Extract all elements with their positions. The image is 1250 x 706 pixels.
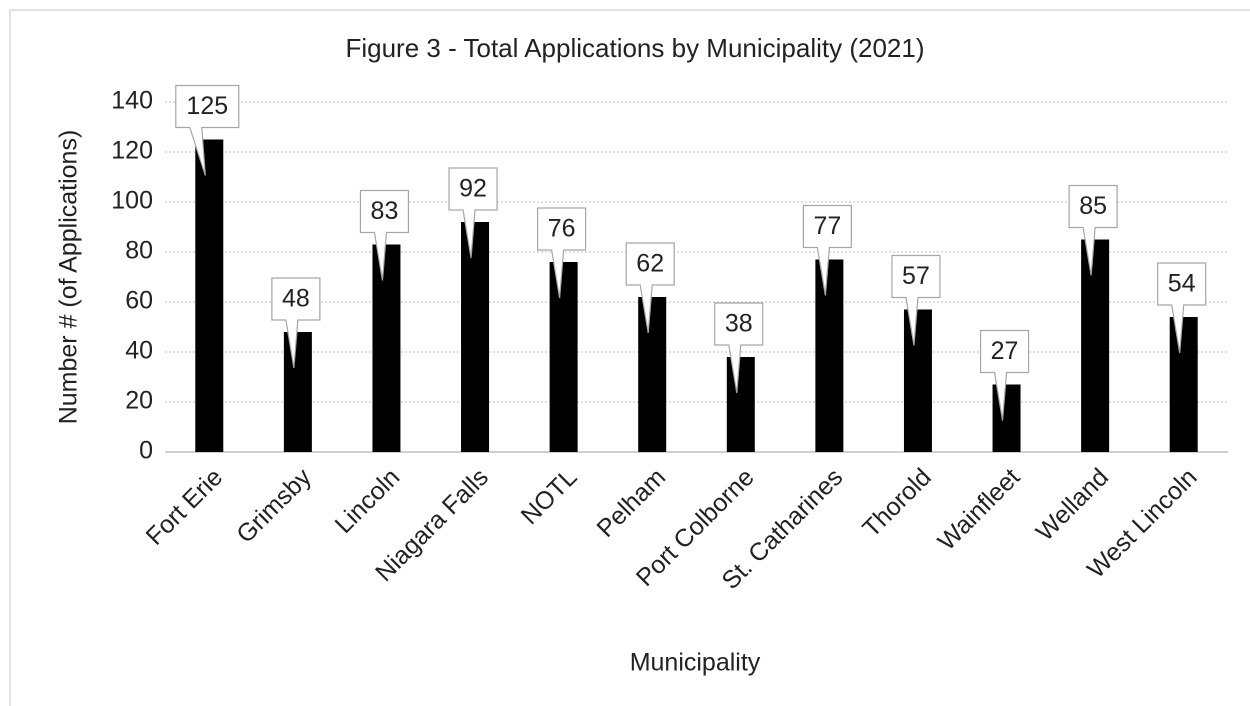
bar (549, 262, 578, 452)
bar (372, 244, 401, 452)
data-label-callout (802, 204, 852, 296)
y-tick-label: 100 (111, 187, 153, 215)
bar (283, 332, 312, 452)
data-label-callout (714, 302, 764, 394)
y-tick-label: 120 (111, 137, 153, 165)
bar (815, 259, 844, 452)
data-label-callout (271, 277, 321, 369)
bar (1169, 317, 1198, 452)
data-label: 92 (459, 175, 487, 203)
data-label-callout (979, 329, 1030, 421)
y-tick-label: 0 (139, 437, 153, 465)
bar (903, 309, 932, 452)
data-label: 27 (991, 337, 1019, 365)
data-label: 76 (548, 215, 576, 243)
data-label-callout (175, 84, 240, 176)
data-label: 85 (1079, 192, 1107, 220)
bar (195, 139, 224, 452)
chart-title: Figure 3 - Total Applications by Municip… (345, 33, 924, 63)
data-label-callout (448, 167, 498, 259)
data-label: 54 (1168, 270, 1196, 298)
data-label: 38 (725, 310, 753, 338)
bar (726, 357, 755, 452)
data-label-callout (1157, 262, 1207, 354)
data-label: 48 (282, 285, 310, 313)
data-label: 83 (371, 197, 399, 225)
y-tick-label: 20 (125, 387, 153, 415)
data-label: 62 (636, 250, 664, 278)
data-label-callout (891, 254, 941, 346)
data-label-callout (537, 207, 587, 299)
data-label-callout (1068, 184, 1118, 276)
y-tick-label: 140 (111, 87, 153, 115)
data-label: 77 (813, 212, 841, 240)
bar (638, 297, 667, 452)
bar (461, 222, 490, 452)
y-axis-title: Number # (of Applications) (55, 130, 83, 425)
bar (992, 384, 1021, 452)
bar (1081, 239, 1110, 452)
y-tick-label: 40 (125, 337, 153, 365)
y-tick-label: 60 (125, 287, 153, 315)
data-label-callout (359, 189, 410, 281)
data-label: 125 (186, 92, 228, 120)
y-tick-label: 80 (125, 237, 153, 265)
data-label-callout (625, 242, 675, 334)
x-axis-title: Municipality (630, 649, 761, 677)
data-label: 57 (902, 262, 930, 290)
